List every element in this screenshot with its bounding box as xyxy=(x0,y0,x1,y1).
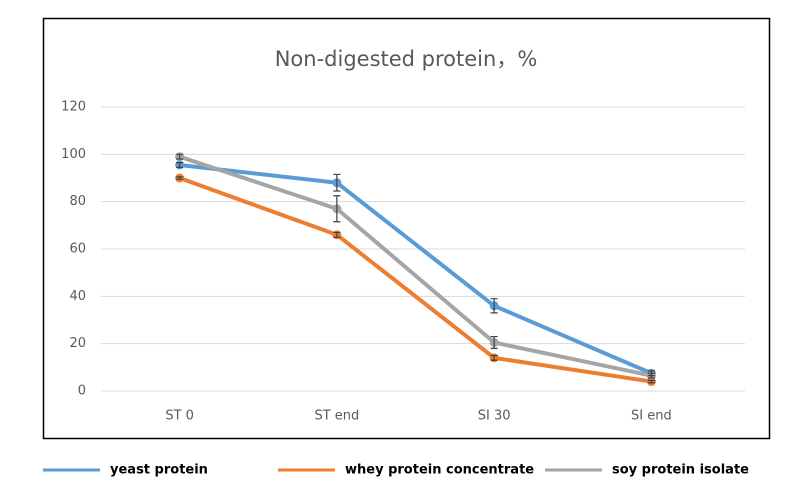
error-bar xyxy=(490,354,498,361)
series-line xyxy=(178,176,652,384)
chart-frame xyxy=(42,17,771,440)
y-tick-label: 120 xyxy=(61,100,86,115)
y-tick-label: 80 xyxy=(69,194,86,209)
chart-title: Non-digested protein，% xyxy=(275,47,538,71)
x-tick-label: ST end xyxy=(314,409,359,424)
y-tick-label: 20 xyxy=(69,336,86,351)
error-bar xyxy=(176,176,184,180)
x-tick-label: ST 0 xyxy=(165,409,194,424)
legend-label: yeast protein xyxy=(110,463,208,478)
x-tick-label: SI 30 xyxy=(478,409,511,424)
error-bar xyxy=(647,372,655,379)
error-bar xyxy=(333,173,341,192)
series-line xyxy=(179,162,653,376)
legend-label: soy protein isolate xyxy=(612,463,749,478)
error-bar xyxy=(490,298,498,314)
error-bar xyxy=(333,231,341,238)
legend-label: whey protein concentrate xyxy=(345,463,534,478)
y-tick-label: 0 xyxy=(78,384,86,399)
y-tick-label: 40 xyxy=(69,289,86,304)
series-line xyxy=(178,154,652,378)
y-tick-label: 60 xyxy=(69,242,86,257)
error-bar xyxy=(490,335,498,349)
y-tick-label: 100 xyxy=(61,147,86,162)
error-bar xyxy=(176,153,184,160)
error-bar xyxy=(333,195,341,223)
error-bar xyxy=(647,379,655,384)
error-bar xyxy=(176,162,184,168)
x-tick-label: SI end xyxy=(631,409,672,424)
